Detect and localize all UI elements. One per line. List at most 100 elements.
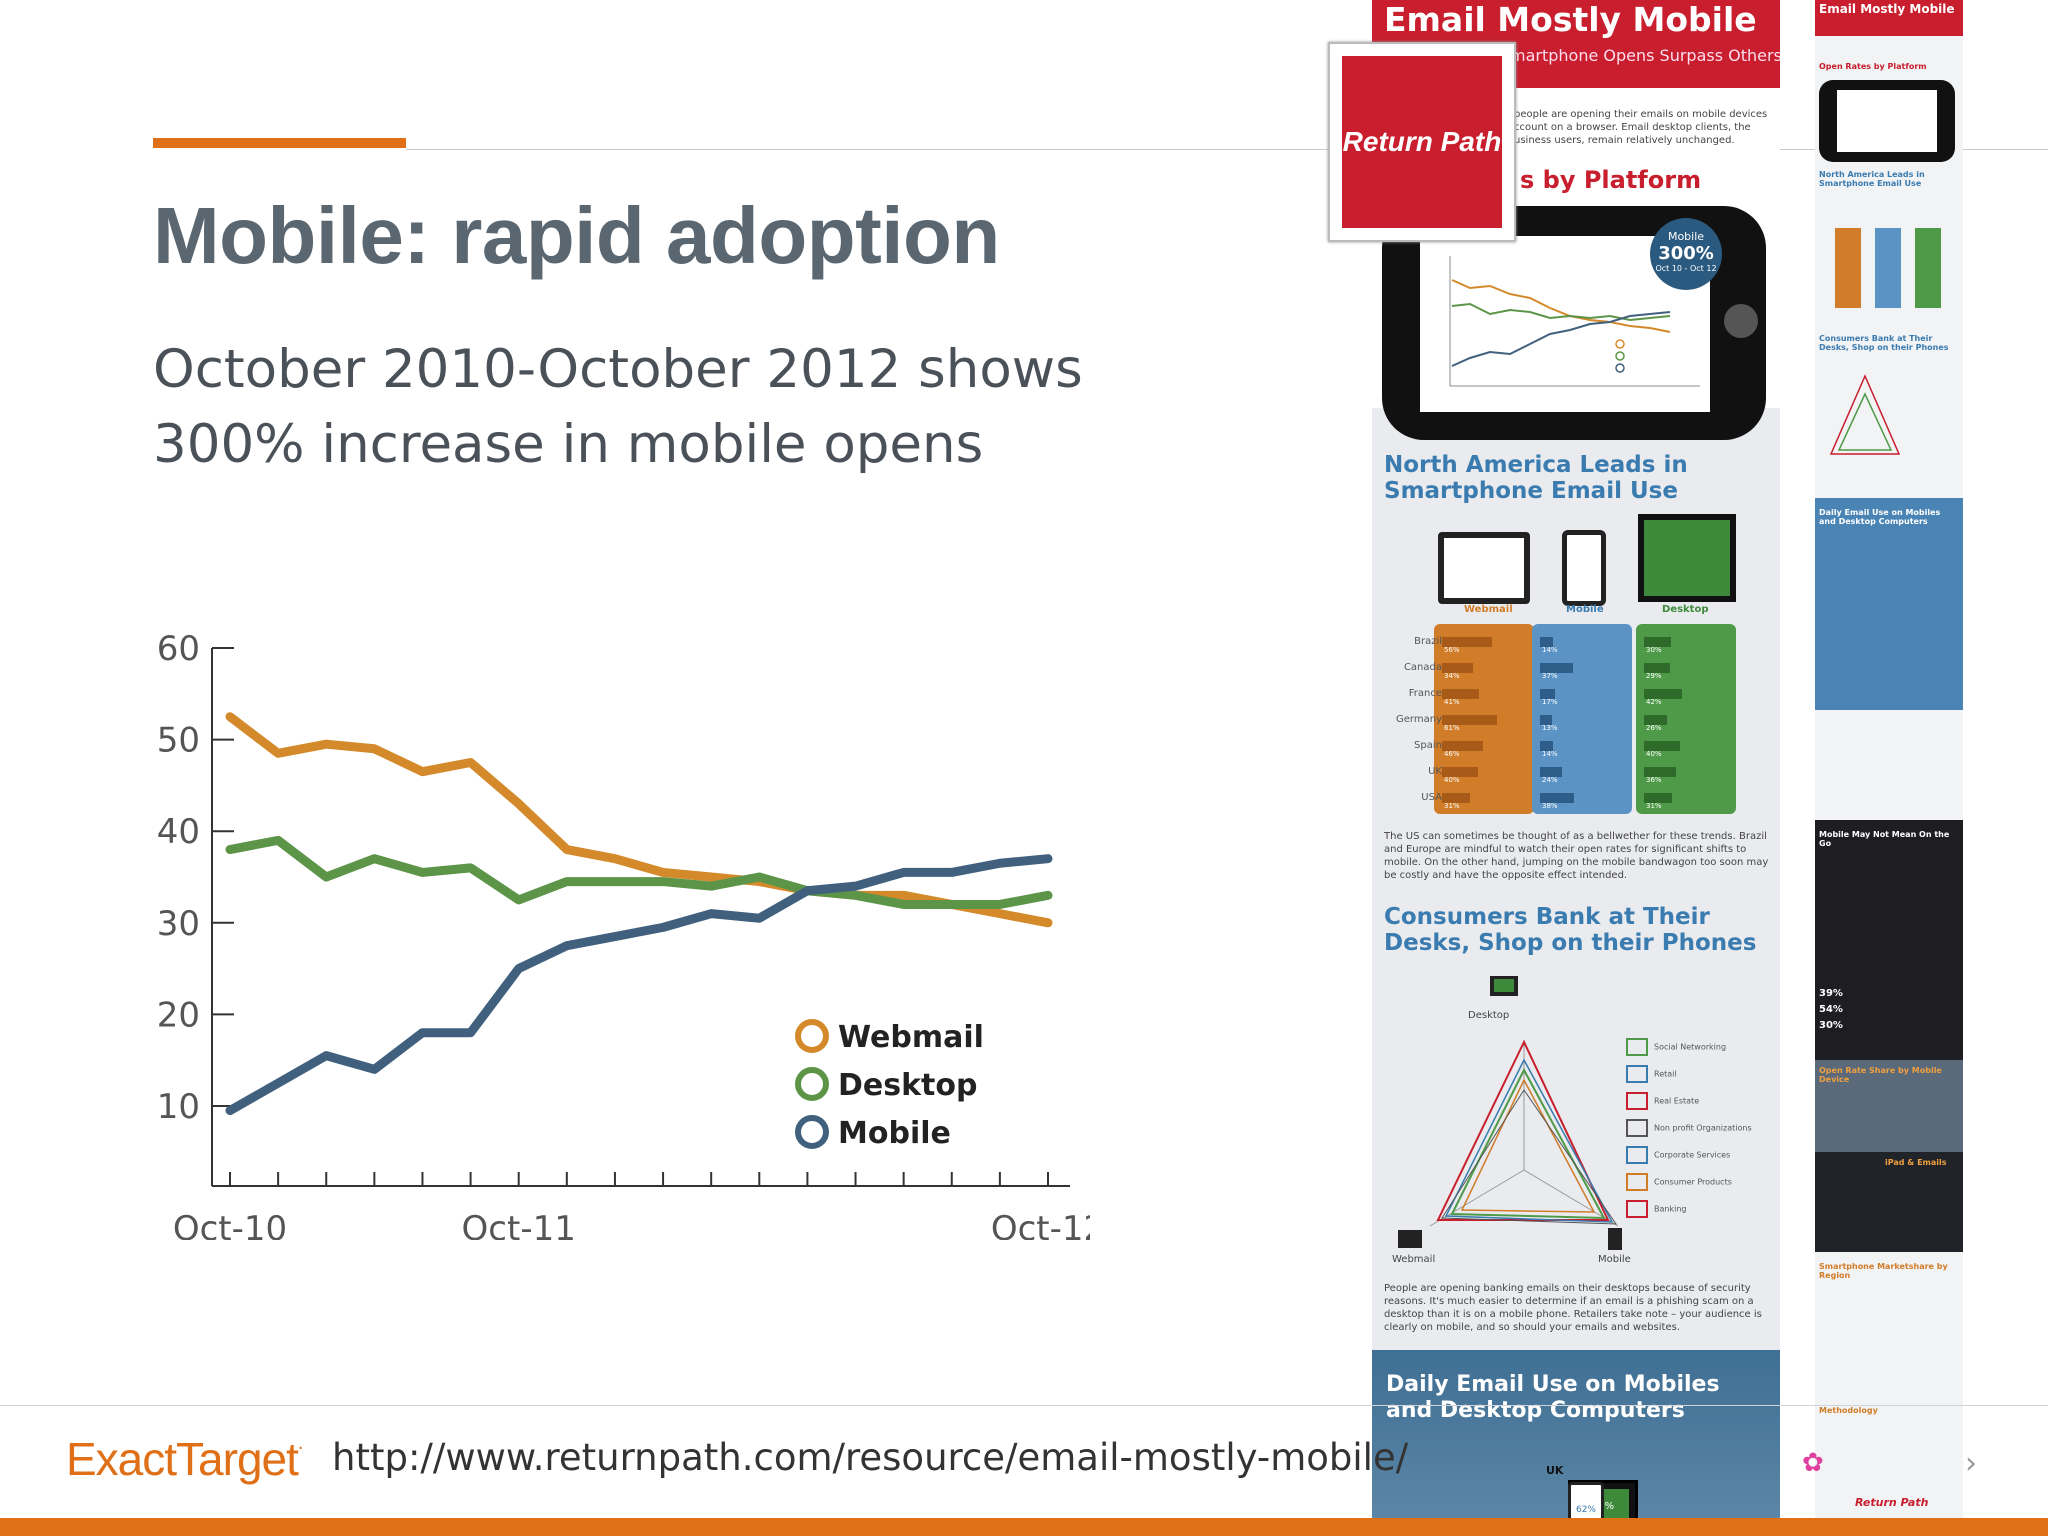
radar-legend-item: Corporate Services xyxy=(1626,1146,1730,1164)
country-bar: 26% xyxy=(1644,715,1668,732)
thumb-share: Open Rate Share by Mobile Device xyxy=(1819,1066,1942,1084)
uk-label: UK xyxy=(1546,1464,1564,1477)
x-tick-label-Oct-11: Oct-11 xyxy=(462,1209,576,1240)
country-bar: 37% xyxy=(1540,663,1574,680)
legend-label-webmail: Webmail xyxy=(838,1020,984,1055)
section-consumers-heading-1: Consumers Bank at Their xyxy=(1384,904,1710,930)
col-desktop-label: Desktop xyxy=(1662,604,1709,615)
section-daily-heading-1: Daily Email Use on Mobiles xyxy=(1386,1372,1720,1397)
laptop-icon xyxy=(1438,532,1530,604)
thumb-title: Email Mostly Mobile xyxy=(1819,2,1955,16)
legend-label-mobile: Mobile xyxy=(838,1116,951,1151)
radar-legend-item: Non profit Organizations xyxy=(1626,1119,1752,1137)
col-webmail-label: Webmail xyxy=(1464,604,1513,615)
badge-value: 300% xyxy=(1658,243,1714,264)
country-bar-pct: 42% xyxy=(1646,698,1662,706)
thumb-methodology: Methodology xyxy=(1819,1406,1878,1415)
country-bar: 30% xyxy=(1644,637,1671,654)
y-tick-label-50: 50 xyxy=(157,721,200,761)
mobile-300-badge: Mobile 300% Oct 10 - Oct 12 xyxy=(1650,218,1722,290)
country-bar: 41% xyxy=(1442,689,1479,706)
footer-divider xyxy=(0,1405,2048,1406)
radar-legend-swatch xyxy=(1626,1092,1648,1110)
country-bar: 56% xyxy=(1442,637,1493,654)
country-bar: 38% xyxy=(1540,793,1575,810)
country-bar-pct: 61% xyxy=(1444,724,1460,732)
country-bar: 13% xyxy=(1540,715,1558,732)
thumb-footer-logo: Return Path xyxy=(1855,1496,1929,1509)
country-bar-pct: 46% xyxy=(1444,750,1460,758)
radar-legend-swatch xyxy=(1626,1200,1648,1218)
y-tick-label-30: 30 xyxy=(157,904,200,944)
radar-legend-swatch xyxy=(1626,1173,1648,1191)
open-rates-line-chart: 10 20 30 40 50 60 Oct-10 Oct-11 Oct-12 Webmail Des… xyxy=(157,629,1090,1240)
country-bar: 14% xyxy=(1540,741,1558,758)
returnpath-logo-text: Return Path xyxy=(1342,56,1502,228)
radar-legend-label: Social Networking xyxy=(1654,1042,1727,1052)
thumb-marketshare: Smartphone Marketshare by Region xyxy=(1819,1262,1948,1280)
title-accent-bar xyxy=(153,138,406,148)
source-url[interactable]: http://www.returnpath.com/resource/email… xyxy=(332,1436,1409,1479)
country-bar: 61% xyxy=(1442,715,1497,732)
radar-legend-label: Real Estate xyxy=(1654,1096,1700,1106)
section-platform-heading: s by Platform xyxy=(1520,166,1702,194)
legend-marker-mobile xyxy=(795,1115,829,1149)
returnpath-logo: Return Path xyxy=(1328,42,1516,242)
country-bar: 34% xyxy=(1442,663,1473,680)
country-bar-pct: 31% xyxy=(1646,802,1662,810)
thumb-night-panel: Mobile May Not Mean On the Go 39% 54% 30… xyxy=(1815,820,1963,1060)
country-bar: 31% xyxy=(1442,793,1470,810)
next-arrow-icon[interactable]: › xyxy=(1965,1446,1977,1481)
radar-legend-swatch xyxy=(1626,1038,1648,1056)
radar-legend-item: Retail xyxy=(1626,1065,1677,1083)
radar-legend-swatch xyxy=(1626,1146,1648,1164)
legend-marker-desktop xyxy=(795,1067,829,1101)
country-label: France xyxy=(1408,688,1442,699)
exacttarget-logo: ExactTarget. xyxy=(66,1432,303,1485)
radar-chart: Desktop Webmail Mobile xyxy=(1392,976,1631,1265)
radar-legend-item: Banking xyxy=(1626,1200,1686,1218)
country-bar-pct: 40% xyxy=(1646,750,1662,758)
series-line-webmail xyxy=(225,712,1053,928)
thumb-pct3: 30% xyxy=(1819,1020,1843,1031)
slide-subtitle: October 2010-October 2012 shows 300% inc… xyxy=(153,332,1083,482)
footer-accent-bar xyxy=(0,1518,2048,1536)
infographic-thumbnail: Email Mostly Mobile Open Rates by Platfo… xyxy=(1815,0,1963,1536)
radar-legend-label: Corporate Services xyxy=(1654,1150,1731,1160)
legend-label-desktop: Desktop xyxy=(838,1068,977,1103)
country-bar: 29% xyxy=(1644,663,1671,680)
phone-home-button xyxy=(1724,304,1758,338)
radar-legend-swatch xyxy=(1626,1119,1648,1137)
slide-title: Mobile: rapid adoption xyxy=(153,191,1000,280)
series-line-desktop xyxy=(225,835,1053,909)
country-bar: 42% xyxy=(1644,689,1682,706)
country-label: Brazil xyxy=(1414,636,1442,647)
country-bar-pct: 34% xyxy=(1444,672,1460,680)
country-label: UK xyxy=(1428,766,1442,777)
badge-label: Mobile xyxy=(1667,230,1705,243)
daily-use-panel: Daily Email Use on Mobiles and Desktop C… xyxy=(1372,1350,1780,1536)
radar-legend-label: Banking xyxy=(1654,1204,1687,1214)
country-bar-pct: 40% xyxy=(1444,776,1460,784)
country-bar-pct: 37% xyxy=(1542,672,1558,680)
country-bar-pct: 41% xyxy=(1444,698,1460,706)
radar-legend-swatch xyxy=(1626,1065,1648,1083)
y-tick-label-60: 60 xyxy=(157,629,200,669)
radar-legend-label: Consumer Products xyxy=(1654,1177,1732,1187)
thumb-open-rates: Open Rates by Platform xyxy=(1819,62,1927,71)
y-tick-label-10: 10 xyxy=(157,1087,200,1127)
radar-desktop-label: Desktop xyxy=(1468,1010,1509,1021)
thumb-pct1: 39% xyxy=(1819,988,1843,999)
intro-text-3: usiness users, remain relatively unchang… xyxy=(1514,135,1735,146)
desktop-monitor-icon xyxy=(1638,514,1736,602)
intro-text-2: ccount on a browser. Email desktop clien… xyxy=(1514,122,1751,133)
radar-legend-item: Social Networking xyxy=(1626,1038,1726,1056)
country-bar-pct: 14% xyxy=(1542,646,1558,654)
country-bar-pct: 30% xyxy=(1646,646,1662,654)
exacttarget-logo-text: ExactTarget xyxy=(66,1433,299,1485)
thumb-pct2: 54% xyxy=(1819,1004,1843,1015)
section-consumers-heading-2: Desks, Shop on their Phones xyxy=(1384,930,1757,956)
country-label: Germany xyxy=(1396,714,1442,725)
thumb-not-on-go: Mobile May Not Mean On the Go xyxy=(1819,830,1950,848)
thumb-ipad-panel: iPad & Emails xyxy=(1815,1152,1963,1252)
